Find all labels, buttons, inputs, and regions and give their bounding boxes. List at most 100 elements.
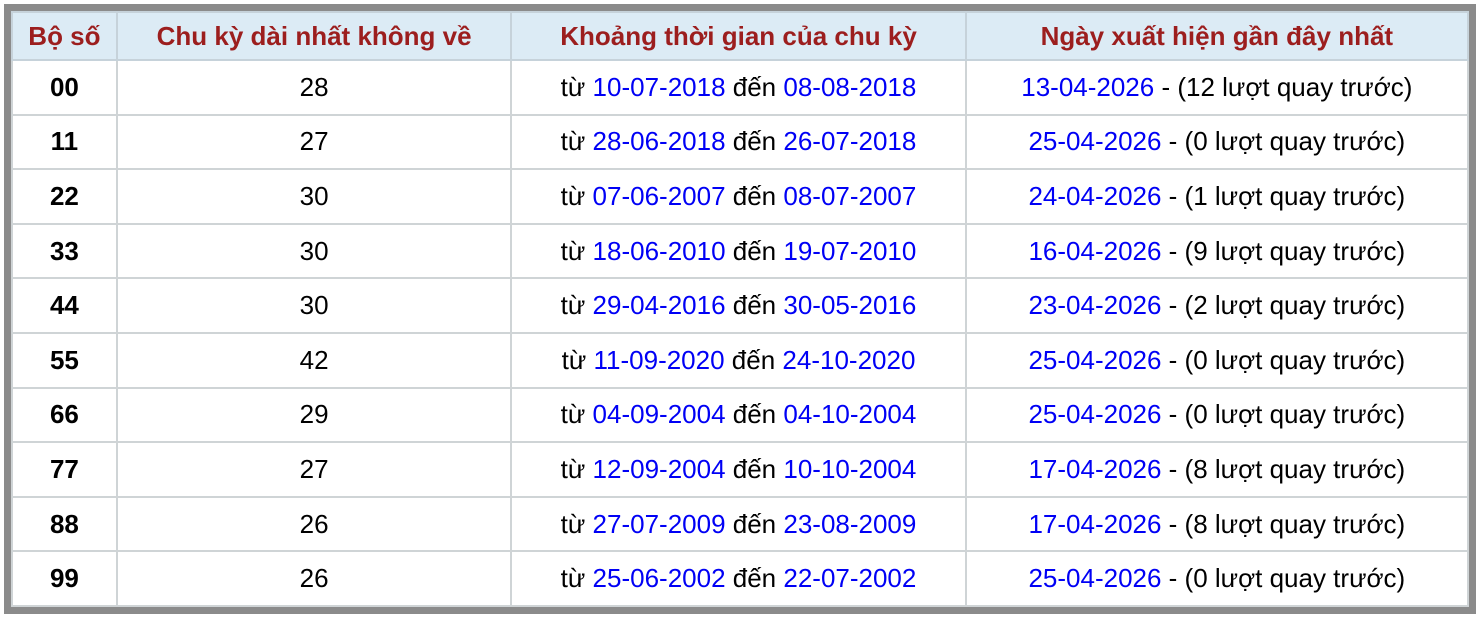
- pair-value: 44: [11, 277, 118, 334]
- cycle-period-cell: từ 29-04-2016 đến 30-05-2016: [510, 277, 967, 334]
- draws-ago-note: - (0 lượt quay trước): [1161, 344, 1406, 375]
- from-label: từ: [560, 71, 593, 102]
- draws-ago-note: - (1 lượt quay trước): [1161, 180, 1406, 211]
- column-header-longest-cycle: Chu kỳ dài nhất không về: [115, 11, 513, 61]
- from-label: từ: [560, 180, 593, 211]
- to-date-link[interactable]: 08-07-2007: [783, 180, 917, 211]
- last-date-link[interactable]: 16-04-2026: [1028, 235, 1162, 266]
- to-label: đến: [725, 508, 784, 539]
- cycle-value: 26: [115, 550, 513, 607]
- last-appearance-cell: 24-04-2026 - (1 lượt quay trước): [964, 168, 1470, 225]
- last-date-link[interactable]: 25-04-2026: [1028, 563, 1162, 594]
- from-date-link[interactable]: 11-09-2020: [593, 344, 725, 375]
- pair-value: 11: [11, 113, 118, 171]
- to-date-link[interactable]: 23-08-2009: [783, 508, 917, 539]
- cycle-period-cell: từ 12-09-2004 đến 10-10-2004: [510, 441, 967, 498]
- lottery-pair-cycle-table: Bộ số Chu kỳ dài nhất không về Khoảng th…: [11, 11, 1470, 607]
- to-label: đến: [725, 453, 784, 484]
- table-row: 22 30 từ 07-06-2007 đến 08-07-2007 24-04…: [11, 168, 1470, 225]
- cycle-value: 27: [115, 441, 513, 498]
- last-date-link[interactable]: 25-04-2026: [1028, 344, 1162, 375]
- to-label: đến: [725, 235, 784, 266]
- table-row: 33 30 từ 18-06-2010 đến 19-07-2010 16-04…: [11, 222, 1470, 280]
- cycle-value: 29: [115, 386, 513, 444]
- draws-ago-note: - (9 lượt quay trước): [1161, 235, 1406, 266]
- to-date-link[interactable]: 08-08-2018: [783, 71, 917, 102]
- pair-value: 77: [11, 441, 118, 498]
- to-label: đến: [725, 71, 784, 102]
- pair-value: 99: [11, 550, 118, 607]
- cycle-value: 42: [115, 331, 513, 389]
- from-date-link[interactable]: 12-09-2004: [592, 453, 726, 484]
- cycle-period-cell: từ 07-06-2007 đến 08-07-2007: [510, 168, 967, 225]
- last-appearance-cell: 25-04-2026 - (0 lượt quay trước): [964, 386, 1470, 444]
- cycle-value: 30: [115, 277, 513, 334]
- cycle-value: 30: [115, 222, 513, 280]
- to-label: đến: [724, 344, 783, 375]
- to-label: đến: [725, 399, 784, 430]
- pair-value: 55: [11, 331, 118, 389]
- pair-value: 22: [11, 168, 118, 225]
- draws-ago-note: - (0 lượt quay trước): [1161, 126, 1406, 157]
- from-date-link[interactable]: 29-04-2016: [592, 290, 726, 321]
- table-row: 44 30 từ 29-04-2016 đến 30-05-2016 23-04…: [11, 277, 1470, 334]
- last-appearance-cell: 23-04-2026 - (2 lượt quay trước): [964, 277, 1470, 334]
- last-date-link[interactable]: 25-04-2026: [1028, 399, 1162, 430]
- cycle-period-cell: từ 11-09-2020 đến 24-10-2020: [510, 331, 967, 389]
- cycle-value: 30: [115, 168, 513, 225]
- cycle-value: 27: [115, 113, 513, 171]
- from-date-link[interactable]: 07-06-2007: [592, 180, 726, 211]
- from-date-link[interactable]: 10-07-2018: [592, 71, 726, 102]
- last-appearance-cell: 17-04-2026 - (8 lượt quay trước): [964, 441, 1470, 498]
- column-header-last-appearance: Ngày xuất hiện gần đây nhất: [964, 11, 1470, 61]
- last-appearance-cell: 25-04-2026 - (0 lượt quay trước): [964, 331, 1470, 389]
- from-label: từ: [560, 126, 593, 157]
- pair-value: 00: [11, 59, 118, 116]
- table-row: 66 29 từ 04-09-2004 đến 04-10-2004 25-04…: [11, 386, 1470, 444]
- from-date-link[interactable]: 04-09-2004: [592, 399, 726, 430]
- last-date-link[interactable]: 24-04-2026: [1028, 180, 1162, 211]
- cycle-period-cell: từ 28-06-2018 đến 26-07-2018: [510, 113, 967, 171]
- cycle-period-cell: từ 25-06-2002 đến 22-07-2002: [510, 550, 967, 607]
- table-row: 00 28 từ 10-07-2018 đến 08-08-2018 13-04…: [11, 59, 1470, 116]
- last-date-link[interactable]: 17-04-2026: [1028, 453, 1162, 484]
- to-label: đến: [725, 290, 784, 321]
- to-date-link[interactable]: 26-07-2018: [783, 126, 917, 157]
- from-label: từ: [560, 290, 593, 321]
- draws-ago-note: - (8 lượt quay trước): [1161, 453, 1406, 484]
- table-row: 99 26 từ 25-06-2002 đến 22-07-2002 25-04…: [11, 550, 1470, 607]
- last-appearance-cell: 17-04-2026 - (8 lượt quay trước): [964, 495, 1470, 553]
- from-date-link[interactable]: 18-06-2010: [592, 235, 726, 266]
- to-date-link[interactable]: 30-05-2016: [783, 290, 917, 321]
- column-header-cycle-period: Khoảng thời gian của chu kỳ: [510, 11, 967, 61]
- to-date-link[interactable]: 24-10-2020: [782, 344, 916, 375]
- from-date-link[interactable]: 28-06-2018: [592, 126, 726, 157]
- draws-ago-note: - (12 lượt quay trước): [1154, 71, 1413, 102]
- table-row: 77 27 từ 12-09-2004 đến 10-10-2004 17-04…: [11, 441, 1470, 498]
- last-appearance-cell: 16-04-2026 - (9 lượt quay trước): [964, 222, 1470, 280]
- cycle-value: 28: [115, 59, 513, 116]
- pair-value: 66: [11, 386, 118, 444]
- last-date-link[interactable]: 13-04-2026: [1021, 71, 1155, 102]
- to-date-link[interactable]: 19-07-2010: [783, 235, 917, 266]
- cycle-period-cell: từ 10-07-2018 đến 08-08-2018: [510, 59, 967, 116]
- table-row: 55 42 từ 11-09-2020 đến 24-10-2020 25-04…: [11, 331, 1470, 389]
- last-date-link[interactable]: 23-04-2026: [1028, 290, 1162, 321]
- from-date-link[interactable]: 27-07-2009: [592, 508, 726, 539]
- draws-ago-note: - (0 lượt quay trước): [1161, 399, 1406, 430]
- last-date-link[interactable]: 17-04-2026: [1028, 508, 1162, 539]
- table-row: 88 26 từ 27-07-2009 đến 23-08-2009 17-04…: [11, 495, 1470, 553]
- pair-value: 88: [11, 495, 118, 553]
- last-date-link[interactable]: 25-04-2026: [1028, 126, 1162, 157]
- from-date-link[interactable]: 25-06-2002: [592, 563, 726, 594]
- from-label: từ: [560, 563, 593, 594]
- to-date-link[interactable]: 22-07-2002: [783, 563, 917, 594]
- last-appearance-cell: 13-04-2026 - (12 lượt quay trước): [964, 59, 1470, 116]
- to-label: đến: [725, 180, 784, 211]
- to-date-link[interactable]: 04-10-2004: [783, 399, 917, 430]
- to-date-link[interactable]: 10-10-2004: [783, 453, 917, 484]
- from-label: từ: [560, 508, 593, 539]
- draws-ago-note: - (0 lượt quay trước): [1161, 563, 1406, 594]
- cycle-value: 26: [115, 495, 513, 553]
- last-appearance-cell: 25-04-2026 - (0 lượt quay trước): [964, 113, 1470, 171]
